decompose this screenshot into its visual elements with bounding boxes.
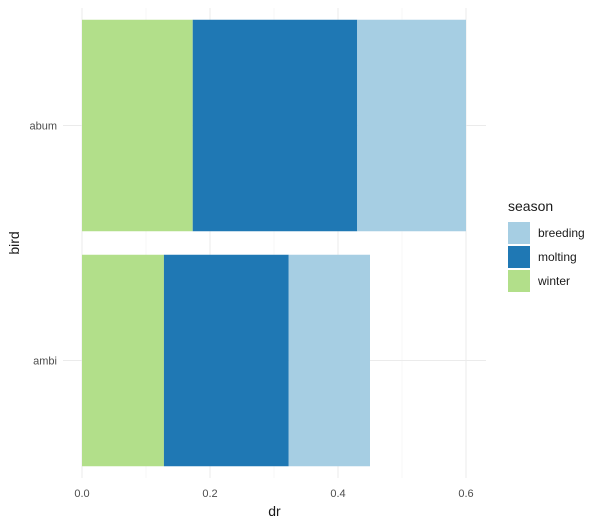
legend-title: season bbox=[508, 198, 553, 214]
legend-items: breeding molting winter bbox=[508, 222, 585, 292]
x-tick-label: 0.6 bbox=[458, 488, 473, 500]
legend: season breeding molting winter bbox=[508, 198, 585, 292]
legend-key-molting bbox=[508, 246, 530, 268]
y-tick-label: ambi bbox=[33, 356, 57, 368]
bar-abum-breeding bbox=[357, 19, 466, 232]
y-tick-label: abum bbox=[29, 121, 57, 133]
bar-abum-molting bbox=[192, 19, 358, 232]
bars bbox=[82, 19, 466, 467]
bar-abum-winter bbox=[82, 19, 193, 232]
legend-key-breeding bbox=[508, 222, 530, 244]
x-tick-label: 0.4 bbox=[330, 488, 345, 500]
legend-label-molting: molting bbox=[538, 250, 577, 264]
legend-label-breeding: breeding bbox=[538, 226, 585, 240]
y-axis-title: bird bbox=[6, 231, 22, 254]
bar-ambi-molting bbox=[163, 254, 289, 467]
x-axis-ticks: 0.0 0.2 0.4 0.6 bbox=[74, 488, 473, 500]
bar-ambi-breeding bbox=[288, 254, 370, 467]
y-axis-ticks: abum ambi bbox=[29, 121, 57, 368]
legend-key-winter bbox=[508, 270, 530, 292]
x-tick-label: 0.0 bbox=[74, 488, 89, 500]
legend-label-winter: winter bbox=[537, 274, 570, 288]
bar-ambi-winter bbox=[82, 254, 164, 467]
x-tick-label: 0.2 bbox=[202, 488, 217, 500]
x-axis-title: dr bbox=[268, 503, 281, 519]
